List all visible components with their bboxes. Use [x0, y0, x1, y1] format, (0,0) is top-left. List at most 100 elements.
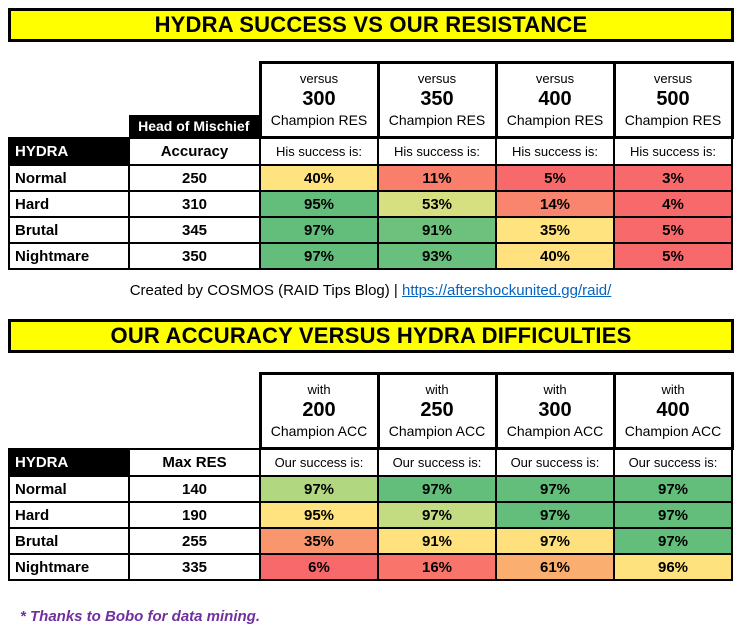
success-rate-cell: 91% [377, 527, 497, 555]
column-res-value: 400 [538, 88, 572, 110]
table-row-hard: Hard 310 95% 53% 14% 4% [8, 190, 733, 218]
header-spacer [9, 62, 129, 138]
success-rate-cell: 97% [495, 501, 615, 529]
column-header-with-200: with 200 Champion ACC [258, 372, 380, 450]
his-success-label: His success is: [495, 136, 615, 166]
header-spacer [9, 373, 129, 449]
difficulty-cell: Brutal [8, 216, 130, 244]
success-rate-cell: 6% [259, 553, 379, 581]
success-rate-cell: 95% [259, 501, 379, 529]
success-rate-cell: 5% [613, 242, 733, 270]
column-header-with-300: with 300 Champion ACC [494, 372, 616, 450]
our-success-label: Our success is: [613, 447, 733, 477]
column-prefix: with [543, 382, 567, 397]
credit-line: Created by COSMOS (RAID Tips Blog) | htt… [0, 281, 741, 300]
success-rate-cell: 4% [613, 190, 733, 218]
table-row-nightmare: Nightmare 350 97% 93% 40% 5% [8, 242, 733, 270]
table-row-nightmare: Nightmare 335 6% 16% 61% 96% [8, 553, 733, 581]
success-rate-cell: 97% [377, 475, 497, 503]
table-row: HYDRA Max RES Our success is: Our succes… [8, 447, 733, 477]
credit-text: Created by COSMOS (RAID Tips Blog) | [129, 282, 402, 299]
our-success-label: Our success is: [377, 447, 497, 477]
table-row-normal: Normal 250 40% 11% 5% 3% [8, 164, 733, 192]
column-prefix: with [425, 382, 449, 397]
footer-note: * Thanks to Bobo for data mining. [20, 608, 260, 625]
table-row: HYDRA Accuracy His success is: His succe… [8, 136, 733, 166]
success-rate-cell: 97% [259, 216, 379, 244]
column-acc-value: 400 [656, 399, 690, 421]
success-rate-cell: 35% [259, 527, 379, 555]
success-rate-cell: 3% [613, 164, 733, 192]
success-rate-cell: 96% [613, 553, 733, 581]
column-res-value: 350 [420, 88, 454, 110]
column-suffix: Champion ACC [270, 423, 368, 439]
column-suffix: Champion ACC [506, 423, 604, 439]
our-accuracy-table: with 200 Champion ACC with 250 Champion … [8, 372, 734, 581]
difficulty-cell: Normal [8, 164, 130, 192]
difficulty-cell: Hard [8, 190, 130, 218]
max-res-value-cell: 190 [128, 501, 261, 529]
max-res-column-header: Max RES [128, 447, 261, 477]
max-res-value-cell: 140 [128, 475, 261, 503]
difficulty-cell: Nightmare [8, 553, 130, 581]
our-success-label: Our success is: [495, 447, 615, 477]
success-rate-cell: 97% [377, 501, 497, 529]
difficulty-cell: Hard [8, 501, 130, 529]
success-rate-cell: 11% [377, 164, 497, 192]
column-prefix: versus [417, 71, 457, 86]
accuracy-value-cell: 350 [128, 242, 261, 270]
title-banner-our-accuracy: OUR ACCURACY VERSUS HYDRA DIFFICULTIES [8, 319, 734, 353]
success-rate-cell: 61% [495, 553, 615, 581]
success-rate-cell: 97% [495, 475, 615, 503]
column-header-with-400: with 400 Champion ACC [612, 372, 734, 450]
success-rate-cell: 97% [495, 527, 615, 555]
success-rate-cell: 5% [495, 164, 615, 192]
accuracy-value-cell: 345 [128, 216, 261, 244]
success-rate-cell: 40% [259, 164, 379, 192]
table-row-brutal: Brutal 345 97% 91% 35% 5% [8, 216, 733, 244]
table-row: Head of Mischief versus 300 Champion RES… [9, 61, 734, 139]
column-prefix: versus [535, 71, 575, 86]
credit-link[interactable]: https://aftershockunited.gg/raid/ [402, 282, 612, 299]
column-res-value: 500 [656, 88, 690, 110]
column-header-versus-350: versus 350 Champion RES [376, 61, 498, 139]
success-rate-cell: 97% [613, 527, 733, 555]
success-rate-cell: 35% [495, 216, 615, 244]
column-suffix: Champion RES [624, 112, 722, 128]
success-rate-cell: 5% [613, 216, 733, 244]
success-rate-cell: 93% [377, 242, 497, 270]
our-success-label: Our success is: [259, 447, 379, 477]
accuracy-value-cell: 250 [128, 164, 261, 192]
his-success-label: His success is: [613, 136, 733, 166]
success-rate-cell: 14% [495, 190, 615, 218]
success-rate-cell: 97% [613, 501, 733, 529]
table-row: with 200 Champion ACC with 250 Champion … [9, 372, 734, 450]
column-prefix: with [661, 382, 685, 397]
success-rate-cell: 40% [495, 242, 615, 270]
his-success-label: His success is: [377, 136, 497, 166]
max-res-value-cell: 255 [128, 527, 261, 555]
success-rate-cell: 97% [259, 242, 379, 270]
head-of-mischief-label: Head of Mischief [129, 114, 259, 137]
column-prefix: versus [299, 71, 339, 86]
header-spacer [129, 373, 260, 449]
column-suffix: Champion RES [388, 112, 486, 128]
hydra-success-table: Head of Mischief versus 300 Champion RES… [8, 61, 734, 270]
success-rate-cell: 95% [259, 190, 379, 218]
accuracy-column-header: Accuracy [128, 136, 261, 166]
table-row-brutal: Brutal 255 35% 91% 97% 97% [8, 527, 733, 555]
success-rate-cell: 97% [613, 475, 733, 503]
success-rate-cell: 97% [259, 475, 379, 503]
column-acc-value: 250 [420, 399, 454, 421]
hydra-corner-label: HYDRA [8, 136, 130, 166]
column-acc-value: 300 [538, 399, 572, 421]
column-suffix: Champion ACC [388, 423, 486, 439]
column-suffix: Champion RES [506, 112, 604, 128]
column-suffix: Champion RES [270, 112, 368, 128]
column-acc-value: 200 [302, 399, 336, 421]
success-rate-cell: 91% [377, 216, 497, 244]
his-success-label: His success is: [259, 136, 379, 166]
difficulty-cell: Brutal [8, 527, 130, 555]
column-header-versus-400: versus 400 Champion RES [494, 61, 616, 139]
column-header-versus-300: versus 300 Champion RES [258, 61, 380, 139]
